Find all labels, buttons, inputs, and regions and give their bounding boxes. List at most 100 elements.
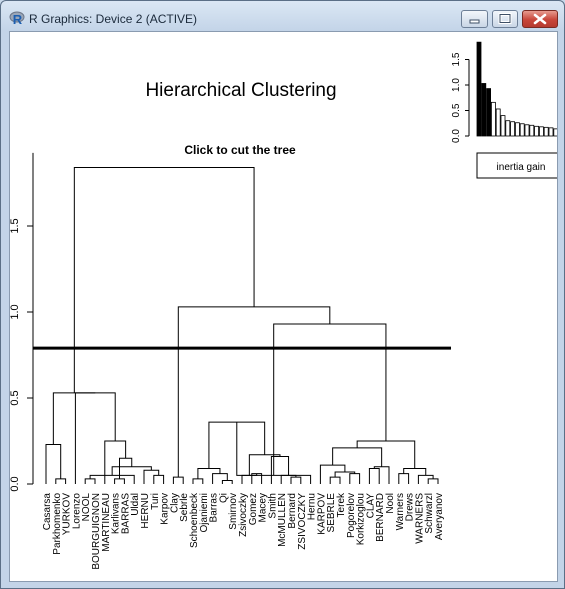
maximize-icon (498, 13, 512, 24)
leaf-label: Turi (150, 493, 161, 510)
leaf-label: Uldal (130, 493, 141, 516)
inertia-bar (500, 115, 506, 137)
dendrogram-link (427, 478, 439, 484)
maximize-button[interactable] (492, 10, 518, 28)
inertia-bar (486, 88, 492, 137)
leaf-label: McMULLEN (277, 493, 288, 547)
dendrogram-link (248, 454, 281, 476)
leaf-label: Clay (169, 493, 180, 513)
dendrogram-link (104, 440, 127, 484)
dendrogram-link (334, 471, 356, 478)
leaf-label: MARTINEAU (101, 493, 112, 552)
dendrogram-link (73, 167, 255, 393)
leaf-label: Nool (385, 493, 396, 514)
leaf-label: Lorenzo (71, 493, 82, 530)
leaf-label: NOOL (81, 493, 92, 522)
inertia-bar (505, 120, 511, 137)
leaf-label: Schoenbeck (189, 492, 200, 548)
dendrogram-link (329, 476, 341, 484)
dendrogram-link (403, 468, 427, 476)
inertia-bar (495, 108, 501, 137)
dendrogram-link (45, 443, 62, 484)
leaf-label: Karlivans (111, 493, 122, 534)
r-app-icon: R (9, 11, 25, 26)
leaf-label: Ojaniemi (199, 493, 210, 532)
dendrogram-link (89, 474, 135, 484)
leaf-label: BOURGUIGNON (91, 493, 102, 570)
dendrogram[interactable]: 0.0 0.5 1.0 1.5 CasarsaParkhomenkoYURKOVLore… (9, 152, 451, 570)
dendrogram-link (55, 478, 67, 484)
inset-y-tick-label: 0.5 (451, 103, 462, 117)
dendrogram-link (111, 466, 152, 476)
dendrogram-link (177, 306, 331, 478)
leaf-label: Casarsa (42, 493, 53, 531)
leaf-label: Korkizoglou (356, 493, 367, 545)
leaf-label: Barras (209, 493, 220, 522)
dendrogram-subtitle: Click to cut the tree (184, 143, 296, 157)
dendrogram-link (114, 478, 125, 484)
inertia-bar (476, 41, 482, 137)
plot-svg[interactable]: Hierarchical Clustering Click to cut the… (9, 32, 559, 581)
inertia-bar (510, 121, 516, 137)
inertia-bar (534, 125, 539, 137)
inertia-bar (519, 123, 525, 137)
leaf-label: Averyanov (434, 493, 445, 540)
y-tick-label: 1.0 (10, 304, 21, 319)
leaf-label: Qi (218, 493, 229, 503)
inertia-gain-barplot: 0.0 0.5 1.0 1.5 (451, 41, 559, 143)
inertia-bar (539, 126, 544, 137)
leaf-label: WARNERS (414, 493, 425, 544)
leaf-label: Drews (405, 493, 416, 521)
inertia-bar (481, 83, 487, 137)
legend-label: inertia gain (497, 162, 546, 173)
leaf-label: Parkhomenko (52, 493, 63, 555)
leaf-label: SEBRLE (326, 493, 337, 533)
inertia-bar (514, 122, 520, 137)
dendrogram-link (398, 473, 410, 484)
inertia-bar (548, 127, 554, 137)
close-icon (533, 13, 547, 25)
leaf-label: Warners (395, 493, 406, 530)
window-title: R Graphics: Device 2 (ACTIVE) (29, 12, 198, 26)
leaf-label: ZSIVOCZKY (297, 493, 308, 550)
minimize-button[interactable] (461, 10, 488, 28)
dendrogram-link (221, 480, 233, 484)
leaf-label: Macey (258, 493, 269, 522)
leaf-label: Pogorelov (346, 493, 357, 538)
leaf-label: BARRAS (120, 493, 131, 534)
leaf-label: HERNU (140, 493, 151, 529)
leaf-label: Bernard (287, 493, 298, 529)
leaf-label: Smith (267, 493, 278, 519)
inertia-bar (543, 126, 549, 137)
inertia-bar (490, 101, 496, 137)
leaf-label: Zsivoczky (238, 493, 249, 537)
plot-canvas[interactable]: Hierarchical Clustering Click to cut the… (9, 31, 559, 582)
inset-y-tick-label: 1.0 (451, 78, 462, 92)
dendrogram-link (319, 464, 346, 484)
leaf-label: Terek (336, 492, 347, 517)
dendrogram-link (192, 478, 204, 484)
dendrogram-link (290, 476, 302, 484)
dendrogram-link (349, 473, 361, 484)
dendrogram-link (368, 468, 380, 484)
leaf-label: Gomez (248, 493, 259, 525)
minimize-icon (469, 19, 480, 24)
title-bar[interactable]: R R Graphics: Device 2 (ACTIVE) (1, 1, 564, 31)
leaf-label: Schwarzl (424, 493, 435, 534)
main-title: Hierarchical Clustering (145, 80, 336, 101)
leaf-label: Sebrle (179, 493, 190, 522)
dendrogram-link (356, 440, 416, 469)
close-button[interactable] (522, 10, 558, 28)
r-app-icon-letter: R (13, 12, 23, 26)
inertia-bar (529, 124, 535, 137)
leaf-label: Karpov (160, 493, 171, 525)
leaf-label: Hernu (307, 493, 318, 520)
dendrogram-link (212, 473, 228, 484)
y-tick-label: 0.0 (10, 476, 21, 491)
leaf-label: KARPOV (316, 493, 327, 535)
leaf-label: Smirnov (228, 493, 239, 530)
leaf-label: BERNARD (375, 493, 386, 542)
dendrogram-link (172, 476, 184, 484)
inset-y-tick-label: 1.5 (451, 52, 462, 66)
